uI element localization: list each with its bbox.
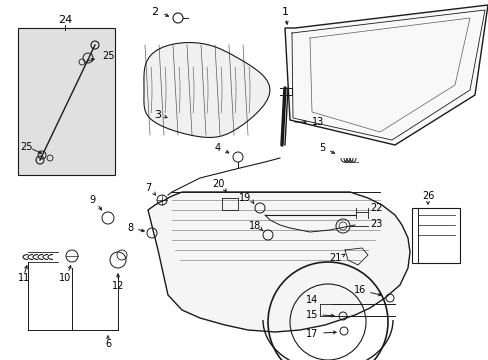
Polygon shape <box>143 42 269 138</box>
Text: 13: 13 <box>311 117 324 127</box>
Text: 25: 25 <box>102 51 114 61</box>
Text: 1: 1 <box>281 7 288 17</box>
Text: 14: 14 <box>305 295 317 305</box>
Text: 23: 23 <box>369 219 382 229</box>
Text: 21: 21 <box>328 253 341 263</box>
Text: 26: 26 <box>421 191 433 201</box>
Text: 20: 20 <box>211 179 224 189</box>
Bar <box>18 28 115 175</box>
Text: 3: 3 <box>154 110 161 120</box>
Text: 19: 19 <box>238 193 251 203</box>
Text: 6: 6 <box>105 339 111 349</box>
Text: 11: 11 <box>18 273 30 283</box>
Text: 12: 12 <box>112 281 124 291</box>
Text: 8: 8 <box>127 223 133 233</box>
Bar <box>411 208 459 263</box>
Text: 7: 7 <box>144 183 151 193</box>
Polygon shape <box>148 192 409 332</box>
Text: 17: 17 <box>305 329 317 339</box>
Text: 24: 24 <box>58 15 72 25</box>
Text: 10: 10 <box>59 273 71 283</box>
Text: 9: 9 <box>89 195 95 205</box>
Text: 2: 2 <box>151 7 158 17</box>
Text: 16: 16 <box>353 285 366 295</box>
Text: 25: 25 <box>20 142 32 152</box>
Polygon shape <box>285 5 487 145</box>
Text: 4: 4 <box>215 143 221 153</box>
Text: 15: 15 <box>305 310 317 320</box>
Text: 18: 18 <box>248 221 261 231</box>
Text: 5: 5 <box>318 143 325 153</box>
Text: 22: 22 <box>369 203 382 213</box>
